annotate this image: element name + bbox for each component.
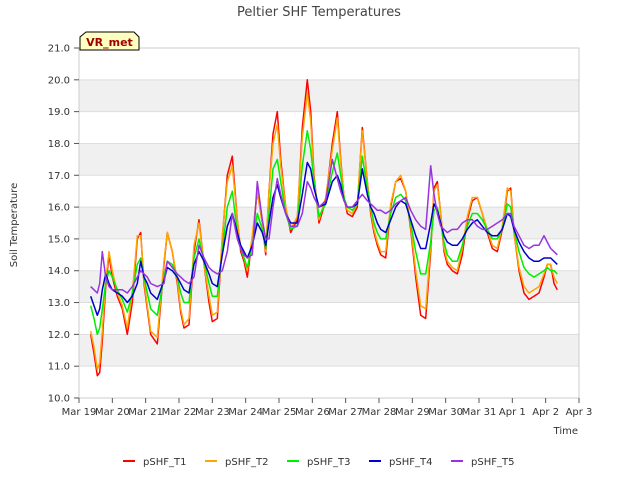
x-tick-label: Apr 1: [499, 407, 526, 418]
plot-band: [79, 366, 579, 398]
x-tick-label: Apr 2: [532, 407, 559, 418]
plot-band: [79, 238, 579, 271]
y-tick-label: 17.0: [48, 171, 70, 182]
x-tick-label: Mar 23: [195, 407, 230, 418]
series-line-pSHF_T3: [89, 129, 558, 336]
plot-band: [79, 48, 579, 80]
plot-band: [79, 111, 579, 144]
badge-shape: [79, 31, 140, 51]
y-tick-label: 12.0: [48, 330, 70, 341]
x-tick-label: Apr 3: [566, 407, 593, 418]
series-layer: [89, 79, 558, 377]
plot-band: [79, 270, 579, 303]
x-tick-label: Mar 19: [62, 407, 97, 418]
x-tick-label: Mar 20: [95, 407, 130, 418]
x-tick-label: Mar 25: [262, 407, 297, 418]
plot-band: [79, 302, 579, 335]
legend-label: pSHF_T2: [225, 457, 268, 468]
x-tick-label: Mar 27: [328, 407, 363, 418]
x-axis-label: Time: [553, 426, 578, 437]
x-tick-label: Mar 28: [362, 407, 397, 418]
legend-label: pSHF_T1: [143, 457, 186, 468]
plot-band: [79, 79, 579, 112]
series-line-pSHF_T5: [90, 158, 558, 294]
legend: pSHF_T1 pSHF_T2 pSHF_T3 pSHF_T4 pSHF_T5: [123, 457, 514, 468]
y-tick-label: 20.0: [48, 75, 70, 86]
x-tick-label: Mar 26: [295, 407, 330, 418]
badge-label: VR_met: [86, 36, 133, 49]
chart-title: Peltier SHF Temperatures: [237, 5, 401, 20]
station-badge: VR_met: [79, 31, 140, 51]
x-tick-label: Mar 22: [162, 407, 197, 418]
plot-frame: [78, 47, 580, 399]
y-tick-label: 16.0: [48, 203, 70, 214]
legend-label: pSHF_T3: [307, 457, 350, 468]
y-axis-ticks: 10.0 11.0 12.0 13.0 14.0 15.0 16.0 17.0 18.0 19.0…: [48, 44, 79, 405]
y-tick-label: 18.0: [48, 139, 70, 150]
y-tick-label: 10.0: [48, 394, 70, 405]
plot-band: [79, 207, 579, 239]
y-tick-label: 19.0: [48, 107, 70, 118]
legend-label: pSHF_T4: [389, 457, 432, 468]
x-tick-label: Mar 24: [228, 407, 263, 418]
x-tick-label: Mar 31: [462, 407, 497, 418]
y-tick-label: 11.0: [48, 362, 70, 373]
x-tick-label: Mar 21: [128, 407, 163, 418]
y-axis-label: Soil Temperature: [9, 183, 20, 268]
x-tick-label: Mar 30: [428, 407, 463, 418]
y-tick-label: 21.0: [48, 44, 70, 55]
y-tick-label: 13.0: [48, 298, 70, 309]
x-tick-label: Mar 29: [395, 407, 430, 418]
plot-band: [79, 334, 579, 367]
y-tick-label: 15.0: [48, 234, 70, 245]
legend-label: pSHF_T5: [471, 457, 514, 468]
y-tick-label: 14.0: [48, 266, 70, 277]
